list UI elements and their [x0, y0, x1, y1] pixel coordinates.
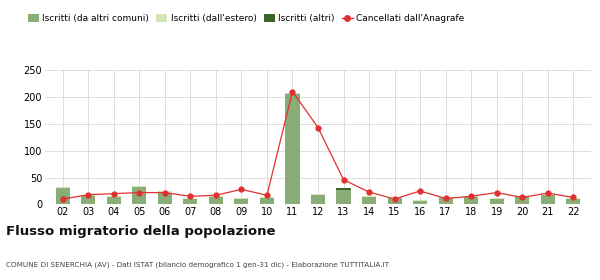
Bar	[566, 199, 580, 204]
Bar	[337, 190, 350, 204]
Bar	[82, 195, 95, 204]
Bar	[541, 195, 554, 204]
Bar	[56, 188, 70, 204]
Bar	[260, 198, 274, 204]
Bar	[439, 197, 452, 204]
Text: Flusso migratorio della popolazione: Flusso migratorio della popolazione	[6, 225, 275, 238]
Bar	[337, 188, 350, 190]
Bar	[184, 198, 197, 204]
Bar	[490, 199, 503, 204]
Bar	[209, 197, 223, 204]
Bar	[490, 199, 503, 204]
Legend: Iscritti (da altri comuni), Iscritti (dall'estero), Iscritti (altri), Cancellati: Iscritti (da altri comuni), Iscritti (da…	[28, 14, 464, 23]
Bar	[464, 197, 478, 204]
Bar	[286, 93, 299, 204]
Bar	[439, 198, 452, 204]
Bar	[311, 195, 325, 204]
Bar	[388, 197, 401, 204]
Bar	[515, 196, 529, 204]
Bar	[107, 196, 121, 204]
Bar	[541, 195, 554, 204]
Bar	[566, 198, 580, 204]
Bar	[388, 198, 401, 204]
Bar	[413, 201, 427, 204]
Bar	[311, 194, 325, 204]
Bar	[209, 196, 223, 204]
Bar	[107, 197, 121, 204]
Bar	[337, 188, 350, 190]
Bar	[464, 196, 478, 204]
Bar	[158, 193, 172, 204]
Bar	[158, 192, 172, 204]
Bar	[260, 197, 274, 204]
Bar	[362, 196, 376, 204]
Bar	[235, 199, 248, 204]
Bar	[133, 186, 146, 204]
Text: COMUNE DI SENERCHIA (AV) - Dati ISTAT (bilancio demografico 1 gen-31 dic) - Elab: COMUNE DI SENERCHIA (AV) - Dati ISTAT (b…	[6, 262, 389, 268]
Bar	[56, 187, 70, 204]
Bar	[235, 198, 248, 204]
Bar	[337, 190, 350, 204]
Bar	[362, 197, 376, 204]
Bar	[286, 94, 299, 204]
Bar	[133, 187, 146, 204]
Bar	[515, 196, 529, 204]
Bar	[184, 199, 197, 204]
Bar	[82, 196, 95, 204]
Bar	[413, 200, 427, 204]
